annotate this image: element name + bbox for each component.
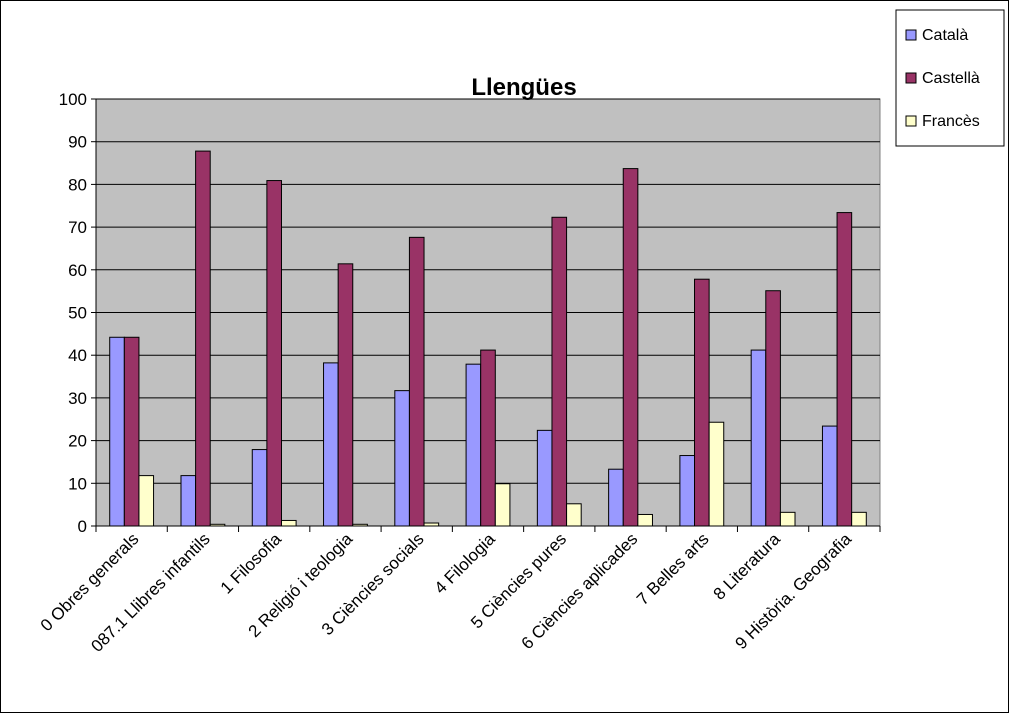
y-tick-label: 40 — [68, 346, 87, 365]
chart-title: Llengües — [471, 74, 576, 101]
bar — [423, 522, 440, 527]
legend-swatch — [905, 72, 917, 84]
bars — [109, 150, 867, 527]
y-tick-label: 80 — [68, 175, 87, 194]
bar — [465, 363, 482, 527]
y-tick-label: 30 — [68, 389, 87, 408]
bar — [480, 349, 496, 527]
legend-label: Castellà — [922, 70, 980, 87]
y-tick-label: 0 — [78, 517, 87, 536]
legend-swatch — [905, 29, 917, 41]
bar — [180, 475, 197, 527]
bar — [551, 216, 568, 527]
y-tick-label: 100 — [59, 90, 87, 109]
bar — [352, 523, 368, 527]
bar — [779, 511, 796, 527]
y-tick-label: 50 — [68, 304, 87, 323]
bar — [622, 168, 639, 527]
bar — [394, 390, 410, 527]
bar — [765, 290, 781, 527]
bar — [123, 336, 140, 527]
bar — [708, 421, 725, 527]
bar — [209, 523, 226, 527]
bar — [138, 475, 155, 527]
y-tick-label: 20 — [68, 432, 87, 451]
bar — [494, 483, 511, 527]
bar — [694, 278, 710, 527]
bar — [251, 449, 268, 527]
y-tick-label: 90 — [68, 133, 87, 152]
bar — [637, 513, 653, 527]
legend-swatch — [905, 115, 917, 127]
bar — [536, 429, 553, 527]
bar — [851, 511, 867, 527]
bar — [750, 349, 767, 527]
bar — [836, 212, 853, 527]
y-tick-label: 60 — [68, 261, 87, 280]
y-tick-label: 10 — [68, 474, 87, 493]
bar — [821, 425, 838, 527]
bar — [109, 336, 125, 527]
bar — [323, 362, 339, 527]
bar — [266, 180, 282, 527]
legend-label: Català — [922, 27, 968, 44]
bar — [280, 519, 297, 527]
legend: Català Castellà Francès — [895, 9, 1005, 147]
legend-label: Francès — [922, 113, 980, 130]
bar — [337, 263, 354, 527]
axes: 0 10 20 30 40 50 60 70 80 90 100 — [59, 90, 881, 536]
bar — [566, 503, 582, 527]
bar — [408, 236, 425, 527]
bar — [608, 468, 624, 527]
bar — [195, 150, 211, 527]
y-tick-label: 70 — [68, 218, 87, 237]
bar — [679, 455, 696, 527]
